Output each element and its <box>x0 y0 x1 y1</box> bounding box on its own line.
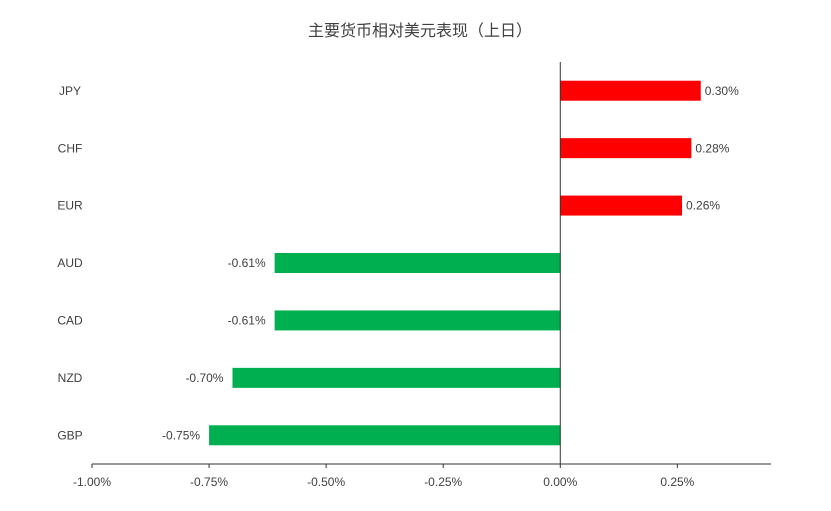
value-label: -0.70% <box>185 371 223 385</box>
bar <box>274 253 561 273</box>
x-tick-label: -0.25% <box>424 475 462 489</box>
x-tick-label: -0.75% <box>190 475 228 489</box>
y-tick-label: EUR <box>57 199 83 213</box>
y-tick-label: CAD <box>57 314 83 328</box>
y-tick-label: JPY <box>59 84 81 98</box>
y-tick-label: GBP <box>57 428 82 442</box>
y-tick-label: CHF <box>58 141 83 155</box>
bar <box>560 80 701 101</box>
y-tick-label: AUD <box>57 256 83 270</box>
value-label: -0.75% <box>162 428 200 442</box>
value-label: -0.61% <box>228 314 266 328</box>
x-tick-label: 0.25% <box>660 475 694 489</box>
value-label: 0.30% <box>705 84 739 98</box>
value-label: 0.28% <box>695 141 729 155</box>
bar <box>232 367 561 388</box>
y-tick-label: NZD <box>58 371 83 385</box>
x-tick-label: -1.00% <box>73 475 111 489</box>
bar <box>274 310 561 331</box>
bar <box>560 195 683 216</box>
x-tick-label: 0.00% <box>543 475 577 489</box>
chart-title: 主要货币相对美元表现（上日） <box>308 22 532 40</box>
bar <box>209 425 561 446</box>
x-tick-label: -0.50% <box>307 475 345 489</box>
value-label: -0.61% <box>228 256 266 270</box>
value-label: 0.26% <box>686 199 720 213</box>
bar <box>560 138 692 159</box>
